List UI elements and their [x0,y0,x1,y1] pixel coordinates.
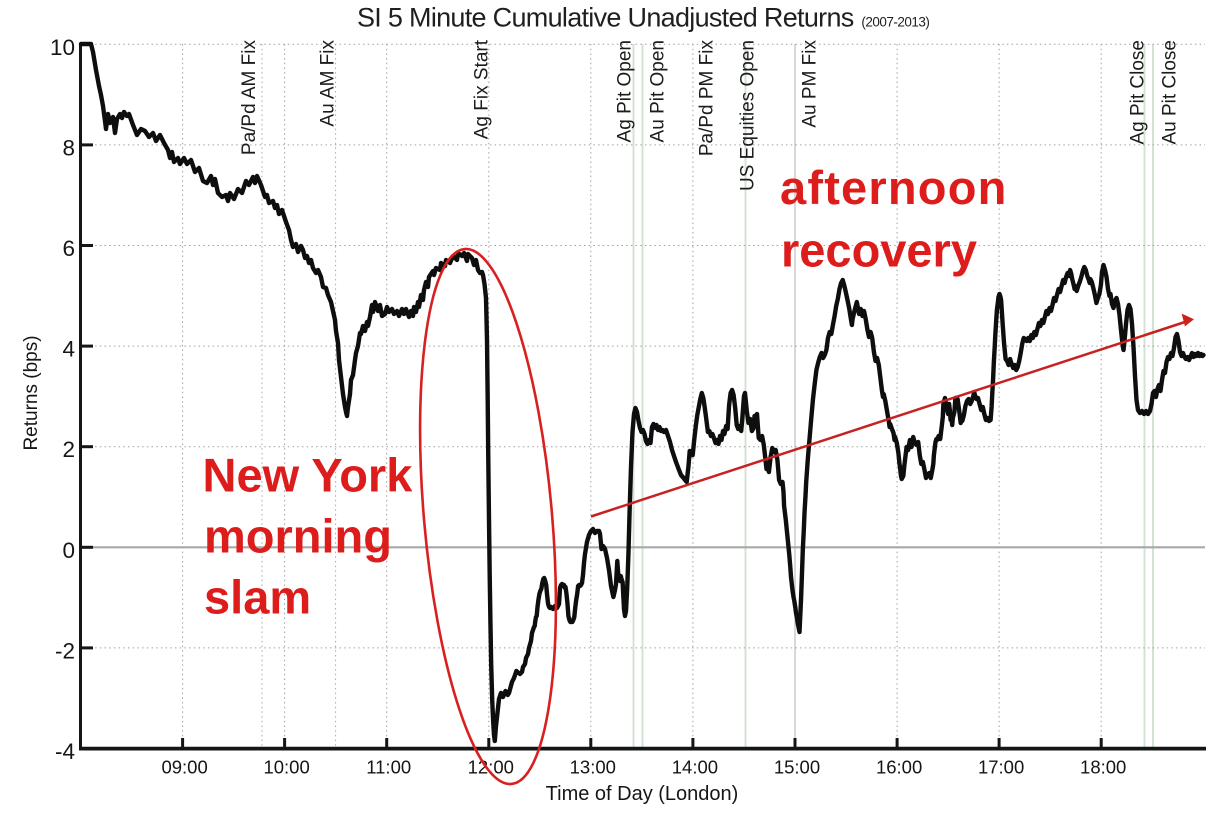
svg-text:Ag Fix Start: Ag Fix Start [472,39,493,139]
svg-text:11:00: 11:00 [366,757,411,778]
svg-text:Au PM Fix: Au PM Fix [800,40,821,128]
svg-text:Time of Day (London): Time of Day (London) [546,783,739,805]
svg-text:16:00: 16:00 [876,757,922,778]
svg-text:12:00: 12:00 [468,757,514,778]
svg-text:slam: slam [204,571,311,624]
svg-text:morning: morning [204,510,392,563]
svg-text:4: 4 [62,337,75,362]
svg-text:2: 2 [62,437,75,462]
svg-text:6: 6 [62,236,75,261]
svg-text:Au AM Fix: Au AM Fix [318,40,339,127]
svg-text:SI 5 Minute Cumulative Unadjus: SI 5 Minute Cumulative Unadjusted Return… [357,3,929,33]
svg-text:10:00: 10:00 [263,757,309,778]
svg-text:13:00: 13:00 [570,757,616,778]
svg-text:15:00: 15:00 [774,757,820,778]
svg-text:Pa/Pd AM Fix: Pa/Pd AM Fix [239,40,260,156]
svg-text:Ag Pit Open: Ag Pit Open [615,40,636,142]
svg-text:0: 0 [62,538,75,563]
svg-text:New York: New York [203,449,414,502]
svg-text:Au Pit Close: Au Pit Close [1160,40,1181,145]
svg-text:8: 8 [62,135,75,160]
svg-text:-2: -2 [55,638,75,663]
svg-text:Au Pit Open: Au Pit Open [648,40,669,142]
svg-text:-4: -4 [55,739,75,764]
svg-text:Ag Pit Close: Ag Pit Close [1128,40,1149,145]
svg-text:US Equities Open: US Equities Open [738,40,759,191]
svg-text:18:00: 18:00 [1080,757,1126,778]
svg-text:afternoon: afternoon [780,161,1008,214]
svg-text:09:00: 09:00 [161,757,207,778]
svg-text:Returns (bps): Returns (bps) [21,335,42,450]
svg-text:17:00: 17:00 [978,757,1024,778]
svg-text:Pa/Pd PM Fix: Pa/Pd PM Fix [697,40,718,157]
svg-text:14:00: 14:00 [672,757,718,778]
svg-text:recovery: recovery [781,224,977,277]
svg-text:10: 10 [50,35,75,60]
